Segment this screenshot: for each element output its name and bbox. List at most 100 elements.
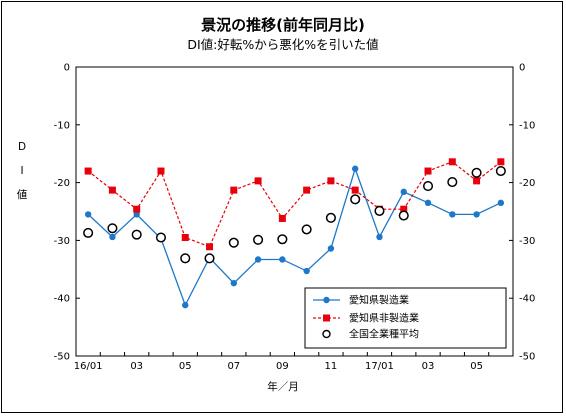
legend-swatch-marker bbox=[323, 314, 330, 322]
series-1 bbox=[84, 165, 505, 309]
data-point bbox=[155, 232, 167, 243]
data-point bbox=[351, 165, 359, 172]
data-point bbox=[204, 253, 215, 264]
data-point bbox=[84, 211, 92, 218]
y-axis-label-char bbox=[20, 177, 23, 189]
data-point bbox=[84, 167, 92, 175]
data-point bbox=[109, 233, 116, 241]
data-point bbox=[230, 186, 238, 194]
series-line bbox=[87, 161, 502, 248]
data-point bbox=[253, 234, 264, 245]
legend-label: 全国全業種平均 bbox=[349, 328, 419, 341]
x-tick-label: 16/01 bbox=[74, 361, 103, 372]
data-point bbox=[301, 224, 312, 235]
data-point bbox=[449, 211, 456, 218]
chart-title: 景況の推移(前年同月比) bbox=[201, 16, 365, 34]
data-point bbox=[398, 210, 409, 221]
data-point bbox=[277, 234, 288, 245]
data-point bbox=[376, 233, 383, 241]
data-point bbox=[108, 186, 116, 194]
data-point bbox=[254, 256, 262, 263]
data-point bbox=[351, 186, 359, 194]
data-point bbox=[182, 301, 189, 309]
x-tick-label: 07 bbox=[227, 361, 240, 372]
x-tick-label: 03 bbox=[422, 361, 435, 372]
y-tick-label-right: -10 bbox=[519, 120, 535, 131]
data-point bbox=[325, 212, 336, 223]
data-point bbox=[471, 167, 482, 178]
data-point bbox=[157, 167, 165, 175]
x-axis: 16/01 03 05 07 09 11 17/01 03 05 bbox=[74, 352, 490, 372]
data-point bbox=[424, 167, 432, 175]
legend-label: 愛知県非製造業 bbox=[349, 312, 419, 325]
data-point bbox=[180, 253, 191, 264]
data-point bbox=[327, 177, 335, 185]
y-axis-left: 0 -10 -20 -30 -40 -50 bbox=[54, 63, 80, 363]
x-tick-label: 11 bbox=[325, 361, 338, 372]
y-tick-label-left: -40 bbox=[54, 294, 70, 305]
data-point bbox=[400, 188, 407, 196]
series-layer bbox=[83, 158, 506, 309]
data-point bbox=[206, 243, 214, 251]
y-tick-label-right: -40 bbox=[519, 294, 535, 305]
series-2 bbox=[84, 158, 505, 251]
data-point bbox=[254, 177, 262, 185]
data-point bbox=[303, 186, 311, 194]
y-tick-label-left: 0 bbox=[64, 63, 70, 74]
data-point bbox=[350, 194, 361, 205]
y-axis-label-char: D bbox=[18, 141, 26, 153]
data-point bbox=[278, 214, 286, 222]
x-axis-label: 年／月 bbox=[267, 380, 299, 393]
y-axis-label: D I 値 bbox=[17, 141, 28, 201]
x-tick-label: 03 bbox=[130, 361, 143, 372]
y-tick-label-left: -30 bbox=[54, 236, 70, 247]
y-axis-label-char: 値 bbox=[17, 188, 28, 201]
y-axis-label-char: I bbox=[20, 165, 23, 177]
y-axis-right: 0 -10 -20 -30 -40 -50 bbox=[509, 63, 535, 363]
data-point bbox=[303, 267, 310, 275]
data-point bbox=[279, 256, 286, 263]
data-point bbox=[230, 279, 238, 287]
data-point bbox=[473, 211, 480, 218]
data-point bbox=[424, 199, 432, 207]
y-axis-label-char bbox=[20, 153, 23, 165]
data-point bbox=[228, 237, 239, 248]
y-tick-label-right: -30 bbox=[519, 236, 535, 247]
y-tick-label-left: -20 bbox=[54, 178, 70, 189]
series-3 bbox=[83, 165, 506, 264]
data-point bbox=[447, 176, 458, 188]
data-point bbox=[473, 177, 481, 185]
y-tick-label-left: -50 bbox=[54, 352, 70, 363]
data-point bbox=[181, 234, 189, 242]
data-point bbox=[327, 245, 335, 252]
data-point bbox=[83, 227, 94, 238]
x-tick-label: 05 bbox=[470, 361, 483, 372]
data-point bbox=[422, 181, 434, 192]
legend-item-3: 全国全業種平均 bbox=[322, 328, 419, 341]
chart-subtitle: DI値:好転%から悪化%を引いた値 bbox=[187, 37, 378, 52]
y-tick-label-right: 0 bbox=[519, 63, 525, 74]
x-tick-label: 09 bbox=[276, 361, 289, 372]
data-point bbox=[131, 229, 142, 240]
legend-label: 愛知県製造業 bbox=[349, 294, 409, 307]
data-point bbox=[448, 158, 456, 166]
y-tick-label-right: -20 bbox=[519, 178, 535, 189]
data-point bbox=[107, 223, 118, 234]
legend-item-2: 愛知県非製造業 bbox=[313, 312, 419, 325]
legend-swatch-marker bbox=[323, 296, 330, 304]
x-tick-label: 05 bbox=[179, 361, 192, 372]
data-point bbox=[497, 199, 505, 207]
data-point bbox=[495, 165, 506, 177]
legend-swatch-marker bbox=[322, 329, 331, 339]
x-tick-label: 17/01 bbox=[365, 361, 394, 372]
data-point bbox=[133, 205, 141, 213]
legend-item-1: 愛知県製造業 bbox=[313, 294, 409, 307]
data-point bbox=[497, 158, 505, 166]
y-tick-label-left: -10 bbox=[54, 120, 70, 131]
data-point bbox=[400, 205, 408, 213]
y-tick-label-right: -50 bbox=[519, 352, 535, 363]
data-point bbox=[133, 211, 140, 218]
data-point bbox=[374, 205, 385, 216]
